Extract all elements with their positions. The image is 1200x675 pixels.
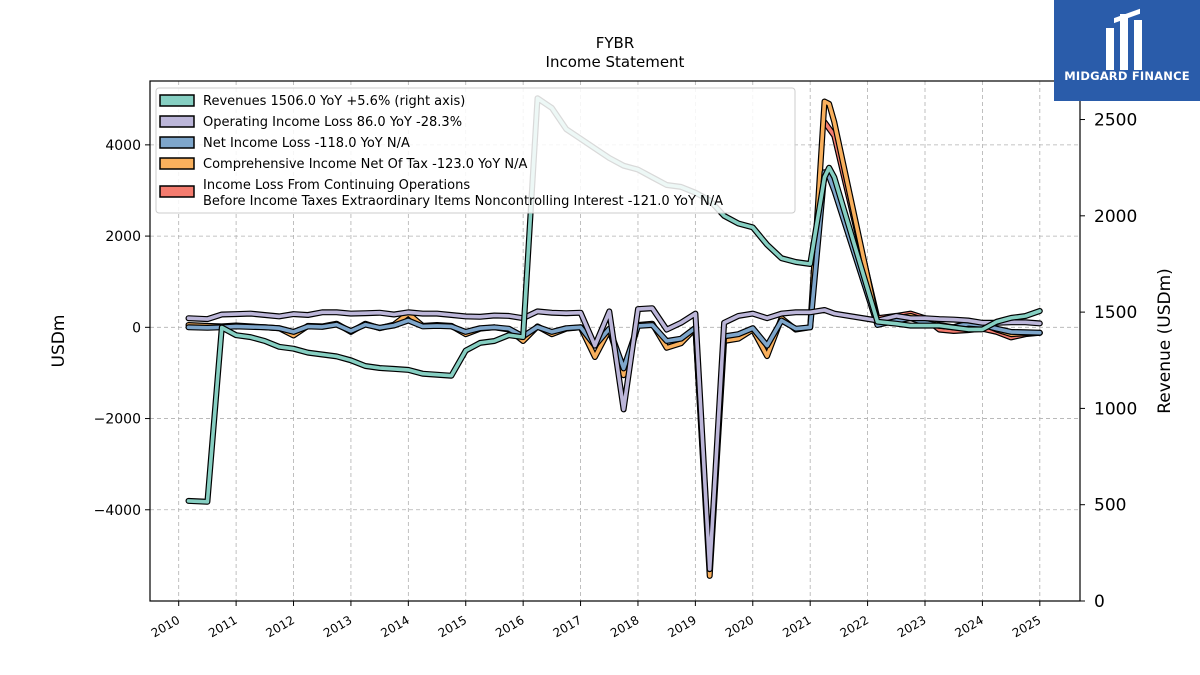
x-tick-label: 2019 (665, 613, 698, 640)
brand-name: MIDGARD FINANCE (1064, 69, 1190, 83)
legend-frame (155, 87, 796, 214)
x-tick-label: 2024 (952, 613, 985, 640)
legend-swatch (159, 94, 195, 107)
legend-label: Operating Income Loss 86.0 YoY -28.3% (203, 115, 462, 130)
series-line-3 (186, 306, 1042, 571)
x-tick-label: 2022 (838, 613, 871, 640)
chart-title: FYBR (596, 34, 635, 52)
x-tick-label: 2012 (264, 613, 297, 640)
x-tick-label: 2015 (436, 613, 469, 640)
y-right-tick-label: 2000 (1094, 207, 1137, 227)
right-y-axis: 0 500 1000 1500 2000 2500 (1080, 111, 1137, 612)
y-tick-label: 4000 (105, 138, 141, 154)
legend-swatch (159, 136, 195, 149)
legend-swatch (159, 185, 195, 198)
plot-frame (149, 80, 1081, 602)
x-tick-label: 2020 (723, 613, 756, 640)
y-axis-label-right: Revenue (USDm) (1155, 268, 1175, 414)
y-right-tick-label: 2500 (1094, 111, 1137, 131)
x-tick-label: 2017 (551, 613, 584, 640)
legend-label: Comprehensive Income Net Of Tax -123.0 Y… (203, 157, 528, 172)
left-y-axis: −4000 −2000 0 2000 4000 (94, 138, 150, 519)
legend-swatch (159, 115, 195, 128)
x-tick-label: 2010 (149, 613, 182, 640)
x-tick-label: 2025 (1010, 613, 1043, 640)
x-tick-label: 2018 (608, 613, 641, 640)
legend-label: Income Loss From Continuing Operations Be… (203, 178, 723, 209)
y-axis-label-left: USDm (49, 315, 69, 368)
y-tick-label: −4000 (94, 503, 141, 519)
y-right-tick-label: 500 (1094, 496, 1126, 516)
series-lines (185, 95, 1043, 579)
y-tick-label: −2000 (94, 412, 141, 428)
x-tick-label: 2016 (493, 613, 526, 640)
x-tick-label: 2021 (780, 613, 813, 640)
legend-label: Revenues 1506.0 YoY +5.6% (right axis) (203, 94, 465, 109)
y-right-tick-label: 1500 (1094, 303, 1137, 323)
y-tick-label: 0 (132, 320, 141, 336)
legend-label: Net Income Loss -118.0 YoY N/A (203, 136, 410, 151)
brand-logo: MIDGARD FINANCE (1054, 0, 1200, 101)
legend: Revenues 1506.0 YoY +5.6% (right axis) Op… (155, 87, 796, 214)
x-axis: 2010 2011 2012 2013 2014 2015 2016 2017 2018 2019… (149, 601, 1043, 640)
x-tick-label: 2011 (206, 613, 239, 640)
y-right-tick-label: 0 (1094, 592, 1105, 612)
x-tick-label: 2013 (321, 613, 354, 640)
y-tick-label: 2000 (105, 229, 141, 245)
x-tick-label: 2014 (378, 613, 411, 640)
brand-mark-icon (1106, 8, 1142, 70)
x-tick-label: 2023 (895, 613, 928, 640)
chart-subtitle: Income Statement (546, 53, 685, 71)
y-right-tick-label: 1000 (1094, 399, 1137, 419)
legend-swatch (159, 157, 195, 170)
